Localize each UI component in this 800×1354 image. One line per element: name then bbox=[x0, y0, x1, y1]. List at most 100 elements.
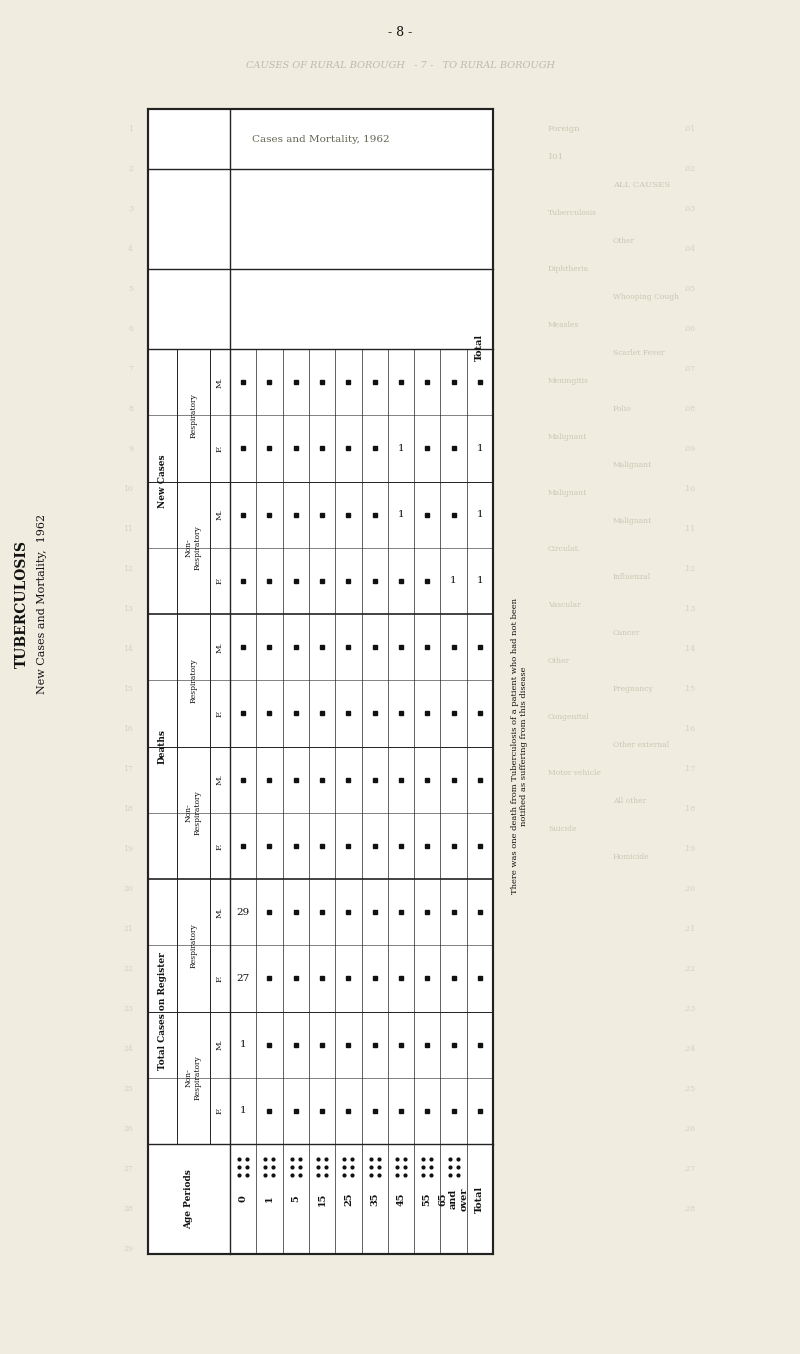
Text: F.: F. bbox=[216, 975, 224, 982]
Text: Diphtheria: Diphtheria bbox=[548, 265, 589, 274]
Text: 11: 11 bbox=[123, 525, 133, 533]
Text: Malignant: Malignant bbox=[613, 460, 652, 468]
Text: Non-
Respiratory: Non- Respiratory bbox=[185, 1055, 202, 1099]
Text: F.: F. bbox=[216, 842, 224, 849]
Text: Vascular: Vascular bbox=[548, 601, 581, 609]
Text: CAUSES OF RURAL BOROUGH   - 7 -   TO RURAL BOROUGH: CAUSES OF RURAL BOROUGH - 7 - TO RURAL B… bbox=[246, 61, 554, 70]
Text: 5: 5 bbox=[128, 284, 133, 292]
Text: 27: 27 bbox=[123, 1164, 133, 1173]
Text: 6: 6 bbox=[128, 325, 133, 333]
Text: 7: 7 bbox=[128, 366, 133, 372]
Text: 1: 1 bbox=[477, 577, 483, 585]
Text: Malignant: Malignant bbox=[548, 489, 587, 497]
Text: Respiratory: Respiratory bbox=[189, 658, 197, 703]
Text: .21: .21 bbox=[683, 925, 695, 933]
Text: Motor vehicle: Motor vehicle bbox=[548, 769, 601, 777]
Text: M.: M. bbox=[216, 509, 224, 520]
Text: 5: 5 bbox=[291, 1196, 300, 1202]
Text: .17: .17 bbox=[683, 765, 695, 773]
Text: 55: 55 bbox=[422, 1193, 432, 1206]
Text: 10: 10 bbox=[123, 485, 133, 493]
Text: 27: 27 bbox=[237, 974, 250, 983]
Text: Respiratory: Respiratory bbox=[189, 923, 197, 968]
Text: Malignant: Malignant bbox=[548, 433, 587, 441]
Text: .01: .01 bbox=[683, 125, 695, 133]
Text: 15: 15 bbox=[318, 1193, 326, 1205]
Text: .20: .20 bbox=[683, 886, 695, 894]
Text: .04: .04 bbox=[683, 245, 695, 253]
Text: M.: M. bbox=[216, 642, 224, 653]
Text: 22: 22 bbox=[123, 965, 133, 974]
Text: 45: 45 bbox=[397, 1193, 406, 1206]
Text: 21: 21 bbox=[123, 925, 133, 933]
Text: TUBERCULOSIS: TUBERCULOSIS bbox=[15, 540, 29, 668]
Text: Malignant: Malignant bbox=[613, 517, 652, 525]
Text: 1: 1 bbox=[477, 510, 483, 519]
Text: 16: 16 bbox=[123, 724, 133, 733]
Text: Suicide: Suicide bbox=[548, 825, 577, 833]
Text: Total: Total bbox=[475, 1186, 484, 1213]
Text: 12: 12 bbox=[123, 565, 133, 573]
Text: 26: 26 bbox=[123, 1125, 133, 1133]
Text: M.: M. bbox=[216, 376, 224, 387]
Text: 29: 29 bbox=[123, 1244, 133, 1252]
Text: Congenital: Congenital bbox=[548, 714, 590, 720]
Text: .25: .25 bbox=[683, 1085, 695, 1093]
Text: 23: 23 bbox=[123, 1005, 133, 1013]
Text: Measles: Measles bbox=[548, 321, 579, 329]
Text: 0: 0 bbox=[238, 1196, 248, 1202]
Text: .06: .06 bbox=[683, 325, 695, 333]
Text: 65
and
over: 65 and over bbox=[438, 1187, 469, 1210]
Text: Scarlet Fever: Scarlet Fever bbox=[613, 349, 665, 357]
Text: .28: .28 bbox=[683, 1205, 695, 1213]
Text: .24: .24 bbox=[683, 1045, 695, 1053]
Text: 17: 17 bbox=[123, 765, 133, 773]
Text: .22: .22 bbox=[683, 965, 695, 974]
Text: Pregnancy: Pregnancy bbox=[613, 685, 654, 693]
Text: 1: 1 bbox=[265, 1196, 274, 1202]
Text: .02: .02 bbox=[683, 165, 695, 173]
Text: Tuberculosis: Tuberculosis bbox=[548, 209, 597, 217]
Text: ALL CAUSES: ALL CAUSES bbox=[613, 181, 670, 190]
Text: New Cases: New Cases bbox=[158, 455, 167, 508]
Text: Other: Other bbox=[548, 657, 570, 665]
Text: M.: M. bbox=[216, 1039, 224, 1051]
Text: Cancer: Cancer bbox=[613, 630, 640, 636]
Text: Meningitis: Meningitis bbox=[548, 376, 589, 385]
Text: 1: 1 bbox=[128, 125, 133, 133]
Text: Age Periods: Age Periods bbox=[185, 1169, 194, 1229]
Text: Cases and Mortality, 1962: Cases and Mortality, 1962 bbox=[252, 134, 390, 144]
Text: 28: 28 bbox=[123, 1205, 133, 1213]
Text: 3: 3 bbox=[128, 204, 133, 213]
Text: .16: .16 bbox=[683, 724, 695, 733]
Text: .13: .13 bbox=[683, 605, 695, 613]
Text: Whooping Cough: Whooping Cough bbox=[613, 292, 679, 301]
Text: 35: 35 bbox=[370, 1193, 379, 1206]
Text: 9: 9 bbox=[128, 445, 133, 454]
Text: Other: Other bbox=[613, 237, 635, 245]
Text: Respiratory: Respiratory bbox=[189, 393, 197, 437]
Text: 24: 24 bbox=[123, 1045, 133, 1053]
Text: Foreign: Foreign bbox=[548, 125, 581, 133]
Text: F.: F. bbox=[216, 1108, 224, 1114]
Text: 1: 1 bbox=[477, 444, 483, 452]
Text: Circulat.: Circulat. bbox=[548, 546, 581, 552]
Text: .05: .05 bbox=[683, 284, 695, 292]
Text: 14: 14 bbox=[123, 645, 133, 653]
Text: 1: 1 bbox=[240, 1040, 246, 1049]
Text: .19: .19 bbox=[683, 845, 695, 853]
Text: 25: 25 bbox=[344, 1193, 353, 1206]
Text: 1: 1 bbox=[450, 577, 457, 585]
Text: .07: .07 bbox=[683, 366, 695, 372]
Text: F.: F. bbox=[216, 709, 224, 718]
Text: Polio: Polio bbox=[613, 405, 632, 413]
Text: F.: F. bbox=[216, 577, 224, 585]
Text: 18: 18 bbox=[123, 806, 133, 812]
Text: 1: 1 bbox=[240, 1106, 246, 1116]
Text: 20: 20 bbox=[123, 886, 133, 894]
Text: Influenzal: Influenzal bbox=[613, 573, 651, 581]
Text: .26: .26 bbox=[683, 1125, 695, 1133]
Text: .14: .14 bbox=[683, 645, 695, 653]
Text: 29: 29 bbox=[237, 907, 250, 917]
Text: Non-
Respiratory: Non- Respiratory bbox=[185, 791, 202, 835]
